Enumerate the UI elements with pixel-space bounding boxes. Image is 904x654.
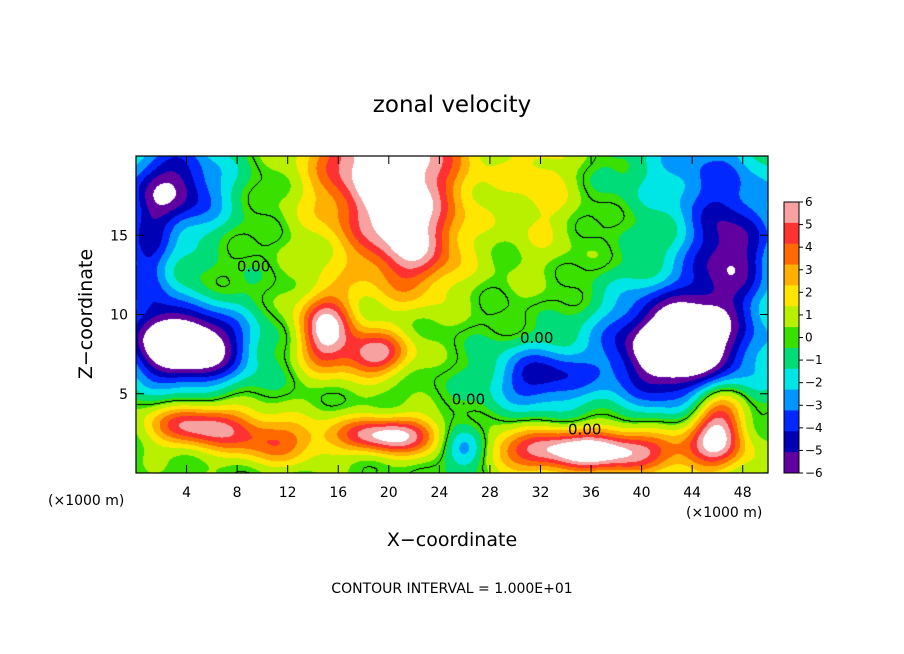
chart-title: zonal velocity <box>373 92 531 118</box>
colorbar-swatch <box>784 306 799 328</box>
colorbar-tick-label: −1 <box>805 353 823 367</box>
colorbar-tick-label: 0 <box>805 331 813 345</box>
colorbar: 6 5 4 3 2 1 0 −1 −2 −3 −4 −5 −6 <box>783 195 823 480</box>
x-axis-ticks: 4 8 12 16 20 24 28 32 36 40 44 48 <box>182 156 752 501</box>
heatmap-field <box>136 156 768 473</box>
x-unit-label-right: (×1000 m) <box>686 505 762 521</box>
colorbar-swatch <box>784 431 799 453</box>
colorbar-tick-label: 1 <box>805 308 813 322</box>
x-tick-label: 28 <box>481 485 499 501</box>
x-tick-label: 20 <box>380 485 398 501</box>
x-axis-label: X−coordinate <box>387 529 517 551</box>
x-tick-label: 24 <box>430 485 448 501</box>
y-axis-ticks: 5 10 15 <box>110 228 768 403</box>
x-tick-label: 4 <box>182 485 191 501</box>
contour-label: 0.00 <box>520 329 553 347</box>
y-tick-label: 10 <box>110 308 128 324</box>
colorbar-swatch <box>784 368 799 391</box>
contour-label: 0.00 <box>452 391 485 409</box>
colorbar-tick-label: 6 <box>805 195 813 209</box>
colorbar-tick-label: 4 <box>805 240 813 254</box>
colorbar-swatch <box>784 410 799 432</box>
y-axis-label: Z−coordinate <box>75 249 97 379</box>
colorbar-swatch <box>784 222 799 245</box>
contour-interval-footer: CONTOUR INTERVAL = 1.000E+01 <box>331 581 572 597</box>
colorbar-swatch <box>784 452 799 474</box>
x-tick-label: 40 <box>633 485 651 501</box>
x-tick-label: 44 <box>683 485 701 501</box>
colorbar-tick-label: −2 <box>805 376 823 390</box>
x-tick-label: 36 <box>582 485 600 501</box>
contour-label: 0.00 <box>568 421 601 439</box>
colorbar-tick-label: 2 <box>805 285 813 299</box>
colorbar-tick-label: −5 <box>805 443 823 457</box>
x-tick-label: 8 <box>233 485 242 501</box>
colorbar-tick-label: 3 <box>805 263 813 277</box>
x-tick-label: 16 <box>329 485 347 501</box>
y-tick-label: 5 <box>119 387 128 403</box>
contour-labels: 0.00 0.00 0.00 0.00 <box>237 257 602 438</box>
x-tick-label: 12 <box>279 485 297 501</box>
colorbar-tick-label: −6 <box>805 466 823 480</box>
colorbar-swatch <box>784 347 799 370</box>
colorbar-swatch <box>784 264 799 286</box>
colorbar-tick-label: −3 <box>805 398 823 412</box>
y-tick-label: 15 <box>110 228 128 244</box>
colorbar-swatch <box>784 327 799 349</box>
colorbar-swatch <box>784 202 799 224</box>
x-unit-label-left: (×1000 m) <box>48 493 124 509</box>
x-tick-label: 48 <box>734 485 752 501</box>
colorbar-tick-label: −4 <box>805 421 823 435</box>
colorbar-swatch <box>784 243 799 266</box>
colorbar-tick-label: 5 <box>805 218 813 232</box>
colorbar-swatch <box>784 389 799 411</box>
x-tick-label: 32 <box>532 485 550 501</box>
colorbar-swatch <box>784 285 799 307</box>
contour-label: 0.00 <box>237 257 270 275</box>
